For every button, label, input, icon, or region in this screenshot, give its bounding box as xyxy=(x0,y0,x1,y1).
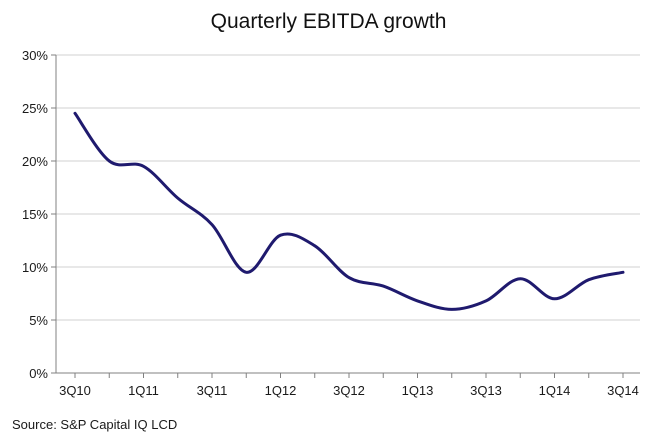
x-tick-label: 1Q13 xyxy=(402,383,434,398)
gridlines xyxy=(56,54,640,321)
x-tick-label: 1Q14 xyxy=(539,383,571,398)
y-tick-label: 10% xyxy=(22,260,48,275)
y-tick-label: 15% xyxy=(22,207,48,222)
y-tick-label: 30% xyxy=(22,48,48,63)
x-tick-label: 1Q12 xyxy=(265,383,297,398)
source-note: Source: S&P Capital IQ LCD xyxy=(12,417,178,432)
x-tick-label: 3Q14 xyxy=(607,383,639,398)
x-tick-label: 1Q11 xyxy=(128,383,159,398)
y-axis-ticks: 0% 5% 10% 15% 20% 25% 30% xyxy=(22,48,56,381)
chart-title: Quarterly EBITDA growth xyxy=(210,10,447,33)
x-axis-ticks: 3Q10 1Q11 3Q11 1Q12 3Q12 1Q13 3Q13 1Q14 3Q14 xyxy=(59,373,639,398)
x-tick-label: 3Q12 xyxy=(333,383,365,398)
x-tick-label: 3Q13 xyxy=(470,383,502,398)
axes xyxy=(55,55,640,374)
y-tick-label: 20% xyxy=(22,154,48,169)
y-tick-label: 25% xyxy=(22,101,48,116)
x-tick-label: 3Q11 xyxy=(197,383,228,398)
y-tick-label: 0% xyxy=(29,366,48,381)
series-line xyxy=(73,111,625,311)
series-group xyxy=(73,111,625,311)
y-tick-label: 5% xyxy=(29,313,48,328)
x-tick-label: 3Q10 xyxy=(59,383,91,398)
